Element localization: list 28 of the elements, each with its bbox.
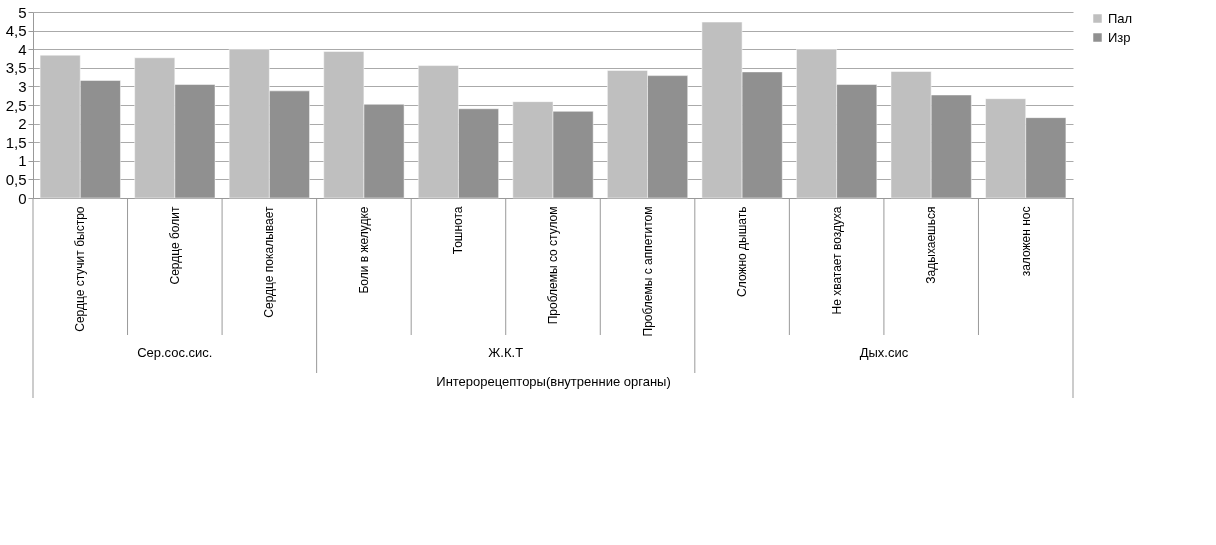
x-tick-label: Проблемы со стулом	[546, 206, 560, 325]
x-tick-label: Сложно дышать	[735, 206, 750, 297]
text: Сер.сос.сис.	[137, 345, 213, 360]
y-tick-label: 1,5	[5, 133, 27, 151]
y-tick-label: 3,5	[5, 59, 27, 77]
y-tick-label: 0,5	[5, 170, 27, 188]
text: Дых.сис	[859, 345, 909, 360]
y-tick-label: 4,5	[5, 22, 27, 40]
x-tick-label: заложен нос	[1018, 206, 1033, 277]
y-tick-label: 3	[18, 77, 27, 95]
y-tick-label: 0	[18, 189, 27, 207]
x-tick-label: Не хватает воздуха	[829, 206, 844, 315]
y-tick-label: 1	[18, 152, 27, 170]
x-tick-label: Боли в желудке	[356, 206, 371, 294]
y-tick-label: 2,5	[5, 96, 27, 114]
x-tick-label: Сердце стучит быстро	[73, 206, 88, 332]
x-tick-label: Сердце болит	[167, 206, 182, 285]
legend-label: Пал	[1108, 10, 1133, 26]
y-tick-label: 5	[18, 3, 27, 21]
y-tick-label: 2	[18, 115, 27, 133]
x-tick-label: Сердце покалывает	[262, 206, 277, 318]
x-axis-title: Интерорецепторы(внутренние органы)	[436, 374, 671, 390]
x-tick-label: Тошнота	[451, 206, 466, 255]
y-tick-label: 4	[18, 40, 27, 58]
x-tick-label: Задыхаешься	[924, 206, 939, 284]
text: Ж.К.Т	[488, 345, 524, 360]
legend-label: Изр	[1108, 29, 1131, 45]
x-tick-label: Проблемы с аппетитом	[640, 206, 655, 337]
